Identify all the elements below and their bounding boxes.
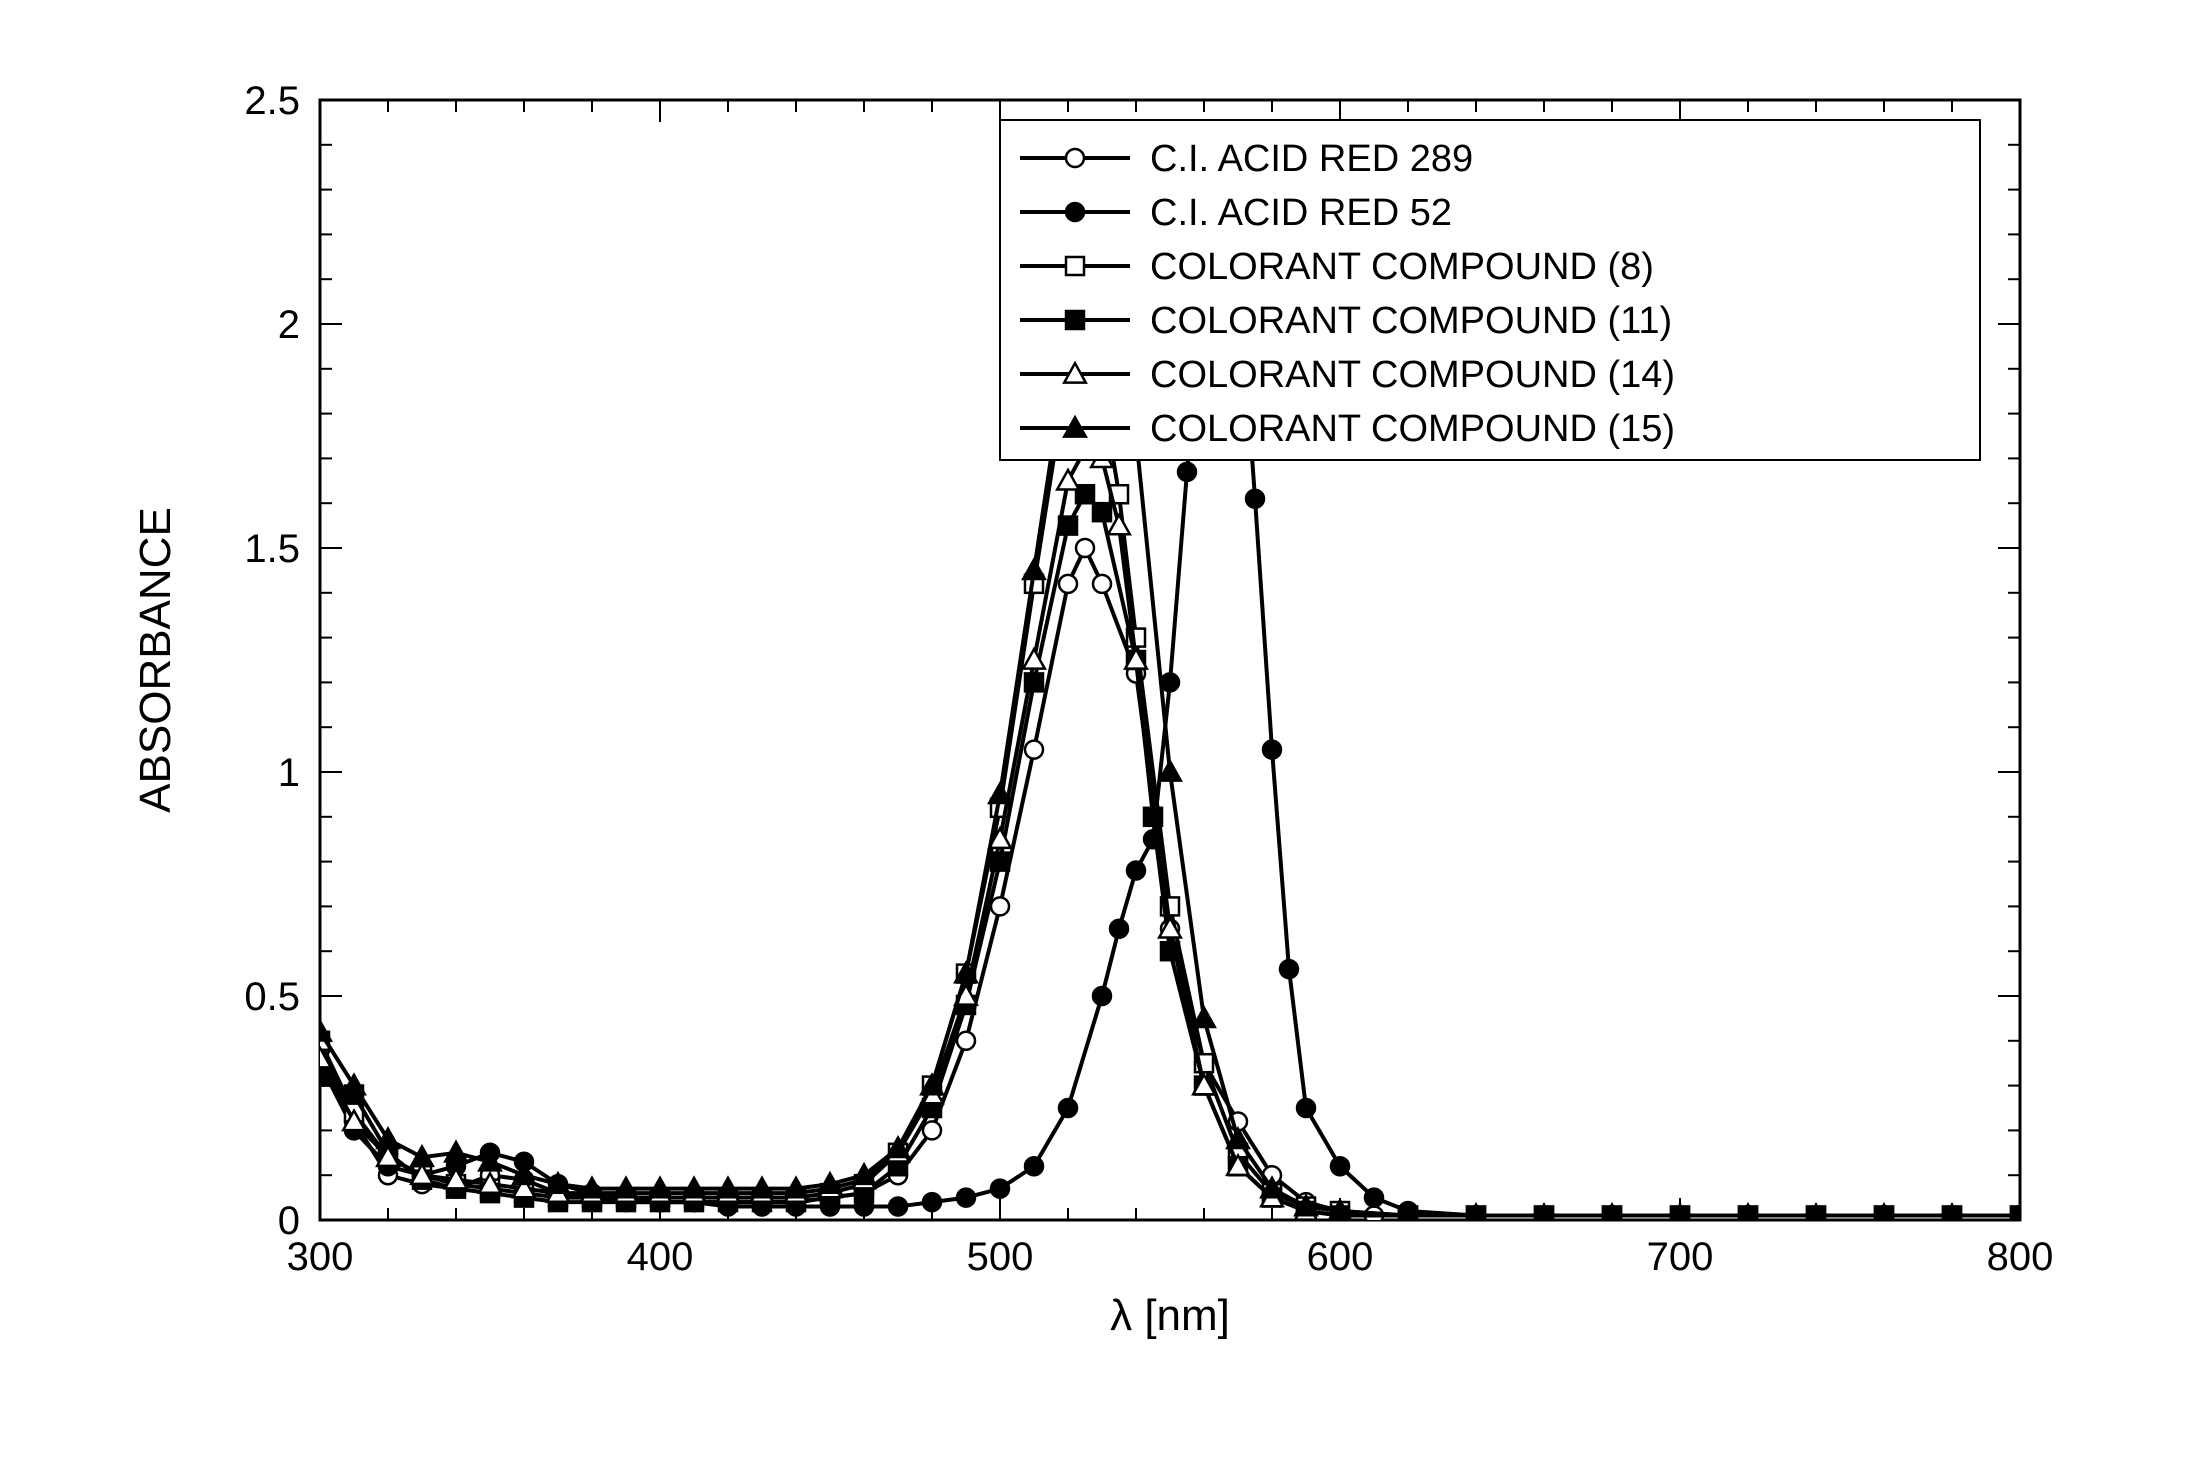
x-tick-label: 600 bbox=[1307, 1235, 1374, 1279]
y-axis-label: ABSORBANCE bbox=[131, 507, 180, 813]
absorbance-chart: 30040050060070080000.511.522.5λ [nm]ABSO… bbox=[0, 0, 2190, 1469]
y-tick-label: 1 bbox=[278, 751, 300, 795]
y-tick-label: 1.5 bbox=[244, 527, 300, 571]
x-tick-label: 400 bbox=[627, 1235, 694, 1279]
legend-item-label: C.I. ACID RED 52 bbox=[1150, 192, 1452, 234]
y-tick-label: 0.5 bbox=[244, 975, 300, 1019]
y-tick-label: 2.5 bbox=[244, 79, 300, 123]
y-tick-label: 2 bbox=[278, 303, 300, 347]
x-axis-label: λ [nm] bbox=[1110, 1291, 1230, 1340]
legend-item-label: COLORANT COMPOUND (11) bbox=[1150, 300, 1672, 342]
y-tick-label: 0 bbox=[278, 1199, 300, 1243]
x-tick-label: 800 bbox=[1987, 1235, 2054, 1279]
legend-item-label: COLORANT COMPOUND (8) bbox=[1150, 246, 1654, 288]
legend: C.I. ACID RED 289 C.I. ACID RED 52 COLORAN… bbox=[1000, 120, 1980, 460]
legend-item-label: COLORANT COMPOUND (14) bbox=[1150, 354, 1675, 396]
chart-svg: 30040050060070080000.511.522.5λ [nm]ABSO… bbox=[0, 0, 2190, 1469]
x-tick-label: 500 bbox=[967, 1235, 1034, 1279]
legend-item-label: COLORANT COMPOUND (15) bbox=[1150, 408, 1675, 450]
legend-item-label: C.I. ACID RED 289 bbox=[1150, 138, 1473, 180]
x-tick-label: 700 bbox=[1647, 1235, 1714, 1279]
